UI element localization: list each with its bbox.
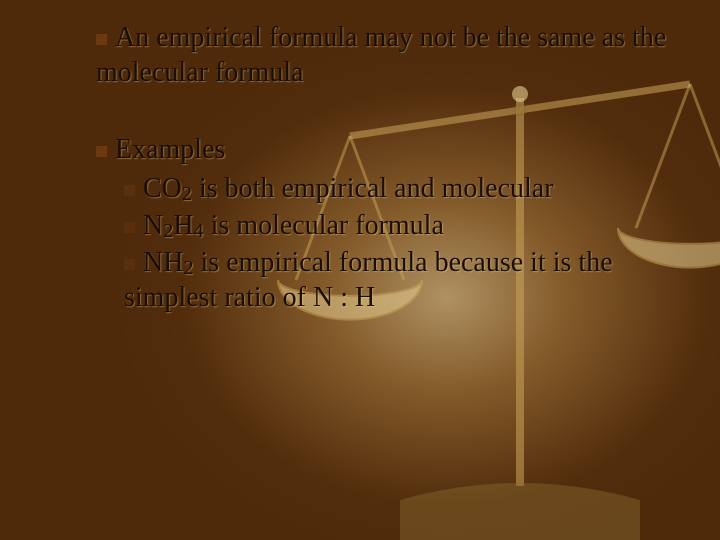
formula-subscript: 4 (194, 220, 204, 242)
formula-mid: H (173, 210, 193, 241)
bullet-level1: Examples (96, 132, 680, 167)
bullet-level2: NH2 is empirical formula because it is t… (124, 245, 680, 315)
square-bullet-icon (124, 222, 135, 233)
bullet-rest: is molecular formula (204, 210, 444, 241)
slide: An empirical formula may not be the same… (0, 0, 720, 540)
bullet-level1: An empirical formula may not be the same… (96, 20, 680, 90)
bullet-text: An empirical formula may not be the same… (96, 22, 666, 88)
formula-prefix: NH (143, 247, 183, 278)
formula-subscript: 2 (163, 220, 173, 242)
formula-prefix: N (143, 210, 163, 241)
bullet-rest: is both empirical and molecular (192, 173, 554, 204)
formula-prefix: CO (143, 173, 182, 204)
bullet-level2: CO2 is both empirical and molecular (124, 171, 680, 206)
sub-bullet-group: CO2 is both empirical and molecular N2H4… (124, 171, 680, 315)
slide-content: An empirical formula may not be the same… (0, 0, 720, 315)
formula-subscript: 2 (183, 257, 193, 279)
formula-subscript: 2 (182, 183, 192, 205)
square-bullet-icon (96, 34, 107, 45)
square-bullet-icon (124, 185, 135, 196)
square-bullet-icon (124, 259, 135, 270)
bullet-level2: N2H4 is molecular formula (124, 208, 680, 243)
square-bullet-icon (96, 146, 107, 157)
bullet-rest: is empirical formula because it is the s… (124, 247, 613, 313)
bullet-text: Examples (115, 134, 225, 165)
